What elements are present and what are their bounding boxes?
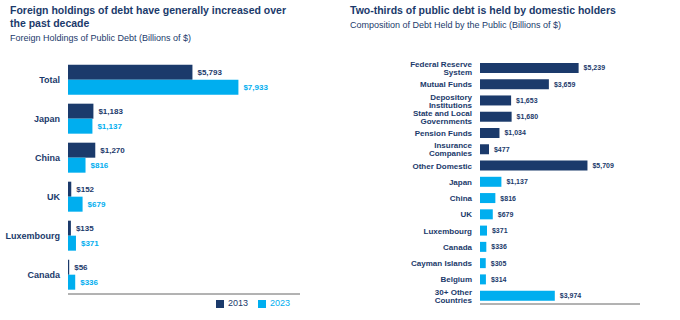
- svg-text:China: China: [35, 153, 61, 163]
- svg-text:$152: $152: [76, 185, 94, 194]
- svg-text:InsuranceCompanies: InsuranceCompanies: [429, 141, 473, 158]
- html-text:2023: 2023: [270, 298, 290, 308]
- svg-text:Federal ReserveSystem: Federal ReserveSystem: [410, 60, 472, 77]
- svg-text:Canada: Canada: [27, 270, 61, 280]
- svg-text:$1,270: $1,270: [100, 146, 125, 155]
- svg-text:Luxembourg: Luxembourg: [8, 231, 60, 241]
- html-text:Two-thirds of public debt is h: Two-thirds of public debt is held by dom…: [350, 4, 616, 16]
- svg-text:$816: $816: [91, 161, 109, 170]
- svg-text:Luxembourg: Luxembourg: [424, 227, 473, 236]
- svg-text:$305: $305: [491, 260, 507, 268]
- svg-text:$5,239: $5,239: [584, 64, 606, 72]
- svg-text:$1,034: $1,034: [504, 129, 526, 137]
- svg-text:30+ OtherCountries: 30+ OtherCountries: [435, 288, 473, 305]
- svg-text:$1,680: $1,680: [517, 113, 539, 121]
- html-text:Foreign Holdings of Public Deb: Foreign Holdings of Public Debt (Billion…: [10, 33, 192, 44]
- svg-text:$816: $816: [500, 195, 516, 203]
- svg-text:China: China: [450, 194, 473, 203]
- svg-text:$5,709: $5,709: [592, 162, 614, 170]
- svg-text:$477: $477: [494, 146, 510, 154]
- svg-text:$3,659: $3,659: [554, 81, 576, 89]
- svg-text:$3,974: $3,974: [560, 292, 582, 300]
- svg-text:Other Domestic: Other Domestic: [412, 162, 472, 171]
- svg-text:$135: $135: [76, 224, 94, 233]
- svg-text:$1,137: $1,137: [506, 178, 528, 186]
- svg-text:Total: Total: [39, 75, 60, 85]
- svg-text:$7,933: $7,933: [243, 83, 268, 92]
- svg-text:Pension Funds: Pension Funds: [415, 129, 473, 138]
- svg-text:DepositoryInstitutions: DepositoryInstitutions: [429, 93, 473, 110]
- html-text:Foreign holdings of debt have: Foreign holdings of debt have generally …: [10, 4, 286, 30]
- svg-text:Belgium: Belgium: [440, 275, 472, 284]
- html-text:Composition of Debt Held by th: Composition of Debt Held by the Public (…: [350, 20, 562, 31]
- svg-text:$1,653: $1,653: [516, 97, 538, 105]
- svg-text:$679: $679: [498, 211, 514, 219]
- svg-text:UK: UK: [47, 192, 60, 202]
- svg-text:$1,183: $1,183: [98, 107, 123, 116]
- svg-text:UK: UK: [460, 210, 472, 219]
- svg-text:Japan: Japan: [449, 178, 472, 187]
- svg-text:$336: $336: [491, 243, 507, 251]
- svg-text:Canada: Canada: [443, 243, 472, 252]
- svg-text:$371: $371: [492, 227, 508, 235]
- svg-text:Cayman Islands: Cayman Islands: [411, 259, 472, 268]
- svg-text:Japan: Japan: [34, 114, 60, 124]
- html-text:2013: 2013: [227, 298, 248, 308]
- svg-text:$336: $336: [80, 278, 98, 287]
- svg-text:$371: $371: [81, 239, 99, 248]
- svg-text:State and LocalGovernments: State and LocalGovernments: [413, 109, 473, 126]
- svg-text:Mutual Funds: Mutual Funds: [420, 80, 473, 89]
- svg-text:$1,137: $1,137: [97, 122, 122, 131]
- svg-text:$56: $56: [74, 263, 88, 272]
- svg-text:$5,793: $5,793: [197, 68, 222, 77]
- svg-text:$679: $679: [88, 200, 106, 209]
- svg-text:$314: $314: [491, 276, 507, 284]
